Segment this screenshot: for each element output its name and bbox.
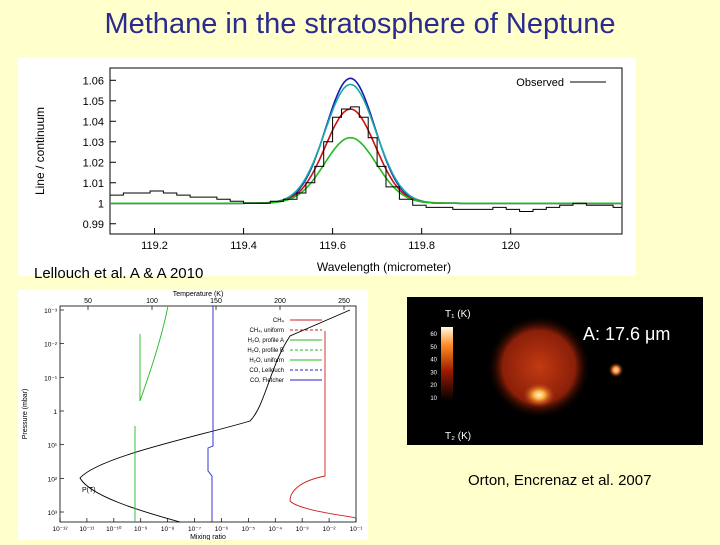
mixing-tick-label: 10⁻⁴ <box>269 526 283 533</box>
temperature-label-bottom: T₂ (K) <box>445 431 472 442</box>
x-tick-label: 119.6 <box>319 240 346 252</box>
colorbar-tick-label: 60 <box>430 332 437 338</box>
planet-disk <box>487 315 591 419</box>
y-tick-label: 1.02 <box>83 157 104 169</box>
mixing-tick-label: 10⁻¹² <box>53 526 69 533</box>
temperature-tick-label: 200 <box>274 298 286 305</box>
pressure-tick-label: 10² <box>48 476 58 483</box>
mixing-axis-label: Mixing ratio <box>190 534 226 540</box>
page-title: Methane in the stratosphere of Neptune <box>104 8 616 40</box>
profile-chart-panel: 10⁻¹² 10⁻¹¹ 10⁻¹⁰ 10⁻⁹ 10⁻⁸ 10⁻⁷ 10⁻⁶ 10⁻⁵ 10⁻⁴ 1… <box>18 290 368 541</box>
mixing-tick-label: 10⁻⁸ <box>161 526 175 533</box>
model-curve-4 <box>110 136 622 205</box>
pressure-tick-label: 1 <box>53 409 57 416</box>
mixing-tick-label: 10⁻⁶ <box>215 526 229 533</box>
pressure-tick-label: 10⁻¹ <box>44 375 58 382</box>
pressure-tick-label: 10³ <box>48 510 58 517</box>
pt-label: P(T) <box>82 487 96 494</box>
legend-entry-label: CH₄, uniform <box>250 328 284 334</box>
caption-lellouch: Lellouch et al. A & A 2010 <box>34 265 204 282</box>
mixing-tick-label: 10⁻⁵ <box>242 526 256 533</box>
mixing-tick-label: 10⁻¹¹ <box>79 526 95 533</box>
wavelength-label: A: 17.6 μm <box>583 324 671 344</box>
mixing-tick-label: 10⁻³ <box>296 526 310 533</box>
colorbar-tick-label: 40 <box>430 358 437 364</box>
x-axis-label: Wavelength (micrometer) <box>317 260 451 274</box>
legend-entry-label: H₂O, profile A <box>248 338 284 344</box>
caption-orton: Orton, Encrenaz et al. 2007 <box>468 472 652 489</box>
pressure-axis-label: Pressure (mbar) <box>22 389 29 440</box>
mixing-tick-label: 10⁻¹⁰ <box>106 525 122 533</box>
temperature-tick-label: 50 <box>84 298 92 305</box>
south-pole-hotspot <box>523 383 555 407</box>
pressure-tick-label: 10⁻² <box>44 342 58 349</box>
model-curve-1 <box>110 77 622 205</box>
legend-entry-label: CO, Lellouch <box>249 368 284 374</box>
y-axis-label: Line / continuum <box>33 107 47 195</box>
mixing-tick-label: 10⁻² <box>323 526 337 533</box>
colorbar-tick-label: 30 <box>430 370 437 376</box>
colorbar-tick-label: 10 <box>430 396 437 402</box>
y-tick-label: 1.03 <box>83 137 104 149</box>
legend-entry-label: CH₄ <box>273 318 285 324</box>
model-curve-3 <box>110 108 622 205</box>
profile-frame <box>59 305 357 523</box>
colorbar <box>441 327 453 401</box>
x-tick-label: 119.8 <box>408 240 435 252</box>
neptune-thermal-image: 60 50 40 30 20 10 T₁ (K) T₂ (K) A: 17.6 μm <box>407 297 703 445</box>
spectrum-chart-panel: 119.2 119.4 119.6 119.8 120 0.99 1 1.01 1.02 1.03… <box>18 58 636 276</box>
mixing-tick-label: 10⁻⁷ <box>188 526 202 533</box>
legend-observed-label: Observed <box>516 77 564 89</box>
pressure-tick-label: 10¹ <box>48 443 58 450</box>
x-tick-label: 120 <box>502 240 520 252</box>
pressure-tick-label: 10⁻³ <box>44 308 58 315</box>
moon-spot <box>608 362 624 378</box>
co-profile-curve <box>207 306 214 522</box>
h2o-profile-curve <box>134 305 169 522</box>
y-tick-label: 1.04 <box>83 116 104 128</box>
temperature-tick-label: 150 <box>210 298 222 305</box>
temperature-tick-label: 250 <box>338 298 350 305</box>
plot-frame <box>109 67 623 235</box>
x-tick-label: 119.2 <box>141 240 168 252</box>
y-tick-label: 1.06 <box>83 75 104 87</box>
mixing-tick-label: 10⁻¹ <box>350 526 364 533</box>
ch4-profile-curve <box>289 331 357 519</box>
neptune-image-graphic: 60 50 40 30 20 10 <box>407 297 703 445</box>
y-tick-label: 1.05 <box>83 96 104 108</box>
temperature-axis-label: Temperature (K) <box>173 291 224 298</box>
mixing-tick-label: 10⁻⁹ <box>134 526 148 533</box>
pt-profile-curve <box>79 309 351 523</box>
temperature-label-top: T₁ (K) <box>445 309 471 320</box>
legend-entry-label: H₂O, profile B <box>247 348 284 354</box>
profile-chart: 10⁻¹² 10⁻¹¹ 10⁻¹⁰ 10⁻⁹ 10⁻⁸ 10⁻⁷ 10⁻⁶ 10⁻⁵ 10⁻⁴ 1… <box>22 291 364 541</box>
y-tick-label: 0.99 <box>83 219 104 231</box>
legend-entry-label: CO, Fletcher <box>250 378 284 384</box>
legend-entry-label: H₂O, uniform <box>249 358 284 364</box>
y-tick-label: 1 <box>98 198 104 210</box>
x-tick-label: 119.4 <box>230 240 257 252</box>
observed-histogram <box>110 106 622 212</box>
y-tick-label: 1.01 <box>83 178 104 190</box>
temperature-tick-label: 100 <box>146 298 158 305</box>
colorbar-tick-label: 20 <box>430 383 437 389</box>
spectrum-chart: 119.2 119.4 119.6 119.8 120 0.99 1 1.01 1.02 1.03… <box>33 67 623 274</box>
colorbar-tick-label: 50 <box>430 345 437 351</box>
